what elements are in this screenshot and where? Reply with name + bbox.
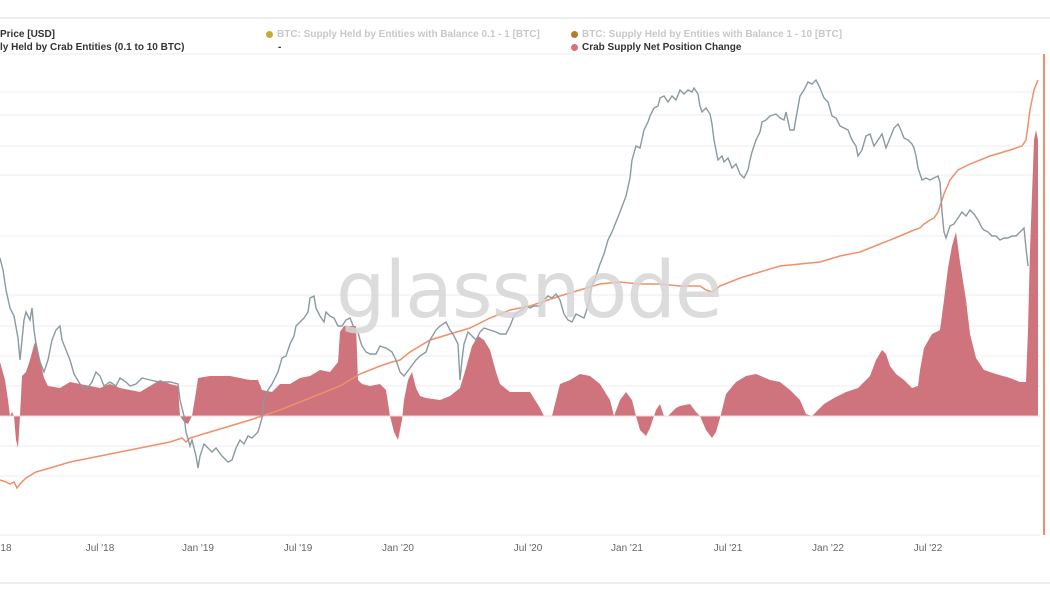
x-tick-label: Jul '20: [513, 543, 543, 554]
x-tick-label: '18: [0, 543, 12, 554]
net-position-change-area: [0, 130, 1038, 448]
legend-label-net-position-change: Crab Supply Net Position Change: [582, 42, 742, 53]
top-separator: [0, 17, 1050, 19]
legend-item-balance-0-1-to-1[interactable]: BTC: Supply Held by Entities with Balanc…: [266, 29, 540, 40]
legend-label-balance-1-to-10: BTC: Supply Held by Entities with Balanc…: [582, 29, 843, 40]
legend-item-crab-supply[interactable]: ly Held by Crab Entities (0.1 to 10 BTC): [0, 42, 184, 53]
x-tick-label: Jul '22: [913, 543, 943, 554]
x-tick-label: Jan '19: [182, 543, 214, 554]
x-tick-label: Jul '21: [713, 543, 743, 554]
price-line: [0, 78, 1029, 469]
legend-item-balance-1-to-10[interactable]: BTC: Supply Held by Entities with Balanc…: [571, 29, 842, 40]
legend-label-crab-supply: ly Held by Crab Entities (0.1 to 10 BTC): [0, 42, 185, 53]
legend-dot-icon: [571, 44, 578, 51]
x-tick-label: Jan '21: [611, 543, 643, 554]
legend-dot-icon: [266, 31, 273, 38]
x-tick-label: Jan '22: [812, 543, 844, 554]
gridlines: [0, 53, 1040, 536]
x-tick-label: Jul '19: [283, 543, 313, 554]
legend-dot-icon: [571, 31, 578, 38]
bottom-separator: [0, 582, 1050, 584]
chart-legend: Price [USD] ly Held by Crab Entities (0.…: [0, 29, 1050, 55]
legend-label-price: Price [USD]: [0, 29, 56, 40]
legend-item-price[interactable]: Price [USD]: [0, 29, 55, 40]
legend-value-balance-0-1-to-1: -: [278, 42, 282, 53]
x-tick-label: Jul '18: [85, 543, 115, 554]
legend-label-balance-0-1-to-1: BTC: Supply Held by Entities with Balanc…: [277, 29, 540, 40]
crab-supply-line: [0, 79, 1039, 490]
legend-item-net-position-change[interactable]: Crab Supply Net Position Change: [571, 42, 741, 53]
x-tick-label: Jan '20: [382, 543, 414, 554]
